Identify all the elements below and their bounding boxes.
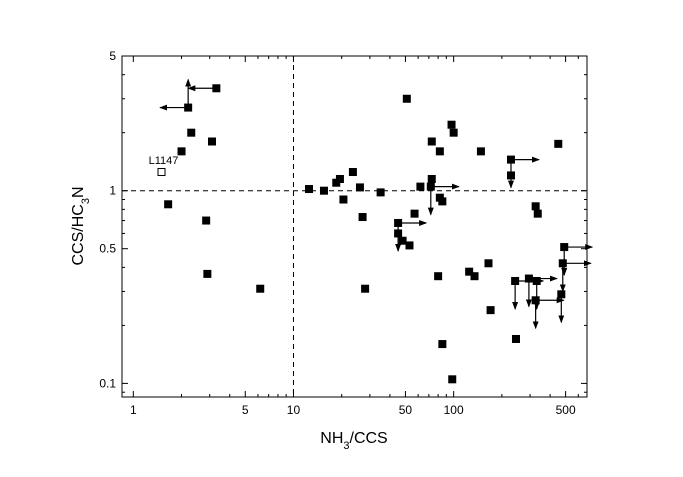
x-tick-label: 5 <box>242 403 249 417</box>
data-point <box>164 200 173 209</box>
x-tick-label: 100 <box>444 403 464 417</box>
data-point <box>447 120 456 129</box>
data-point <box>212 84 221 93</box>
x-tick-label: 500 <box>556 403 576 417</box>
data-point <box>438 197 447 206</box>
data-point <box>438 340 447 349</box>
annotations: L1147 <box>149 155 179 167</box>
x-axis: 1 5 10 50 100 500 <box>130 56 579 417</box>
data-point <box>202 216 211 225</box>
data-point <box>394 229 403 238</box>
y-axis-title: CCS/HC3N <box>70 186 92 265</box>
data-point <box>339 195 348 204</box>
data-point <box>511 276 520 285</box>
plot-frame <box>121 55 588 398</box>
data-point <box>405 241 414 250</box>
y-tick-label: 0.1 <box>99 376 116 390</box>
y-axis: 0.1 0.5 1 5 <box>99 49 587 393</box>
x-tick-label: 1 <box>130 403 137 417</box>
data-point <box>554 139 563 148</box>
data-point <box>560 243 569 252</box>
data-point <box>426 182 435 191</box>
y-tick-label: 5 <box>109 49 116 63</box>
data-point <box>208 137 217 146</box>
data-point <box>427 174 436 183</box>
data-point <box>476 147 485 156</box>
data-point <box>524 274 533 283</box>
data-point <box>416 182 425 191</box>
data-point <box>533 209 542 218</box>
data-point <box>187 128 196 137</box>
data-point <box>319 186 328 195</box>
data-point <box>531 202 540 211</box>
data-point <box>511 334 520 343</box>
data-point <box>358 213 367 222</box>
data-point <box>376 188 385 197</box>
data-point <box>557 290 566 299</box>
x-tick-label: 10 <box>287 403 301 417</box>
data-point <box>465 267 474 276</box>
data-point <box>203 269 212 278</box>
data-point <box>398 236 407 245</box>
data-point <box>305 185 314 194</box>
data-point <box>449 128 458 137</box>
x-tick-label: 50 <box>399 403 413 417</box>
y-tick-label: 0.5 <box>99 242 116 256</box>
data-point <box>434 272 443 281</box>
y-tick-label: 1 <box>109 184 116 198</box>
data-point <box>361 284 370 293</box>
data-point <box>394 218 403 227</box>
data-point <box>335 174 344 183</box>
data-point <box>435 147 444 156</box>
data-point <box>506 171 515 180</box>
reference-lines <box>122 56 587 397</box>
data-point <box>531 296 540 305</box>
data-point <box>558 259 567 268</box>
data-point <box>470 272 479 281</box>
annotation-label: L1147 <box>149 155 179 167</box>
data-point <box>448 375 457 384</box>
data-point <box>486 306 495 315</box>
data-point <box>256 284 265 293</box>
data-point <box>427 137 436 146</box>
data-point <box>532 276 541 285</box>
data-points <box>157 78 594 384</box>
x-axis-title: NH3/CCS <box>320 430 387 452</box>
data-point <box>177 147 186 156</box>
data-point <box>484 259 493 268</box>
data-point <box>184 103 193 112</box>
data-point-open <box>157 168 166 177</box>
data-point <box>506 155 515 164</box>
data-point <box>410 209 419 218</box>
data-point <box>348 168 357 177</box>
data-point <box>402 94 411 103</box>
data-point <box>355 183 364 192</box>
